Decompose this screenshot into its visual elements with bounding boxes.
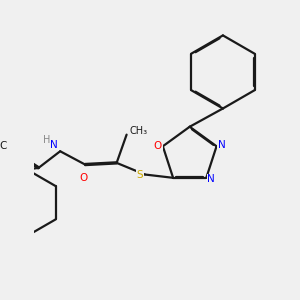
Text: N: N [207,175,215,184]
Text: N: N [50,140,58,150]
Text: S: S [136,169,143,179]
Text: C: C [0,141,7,151]
Text: CH₃: CH₃ [129,126,147,136]
Text: N: N [218,140,225,150]
Text: H: H [43,135,50,145]
Text: O: O [154,141,162,151]
Text: O: O [79,173,88,184]
